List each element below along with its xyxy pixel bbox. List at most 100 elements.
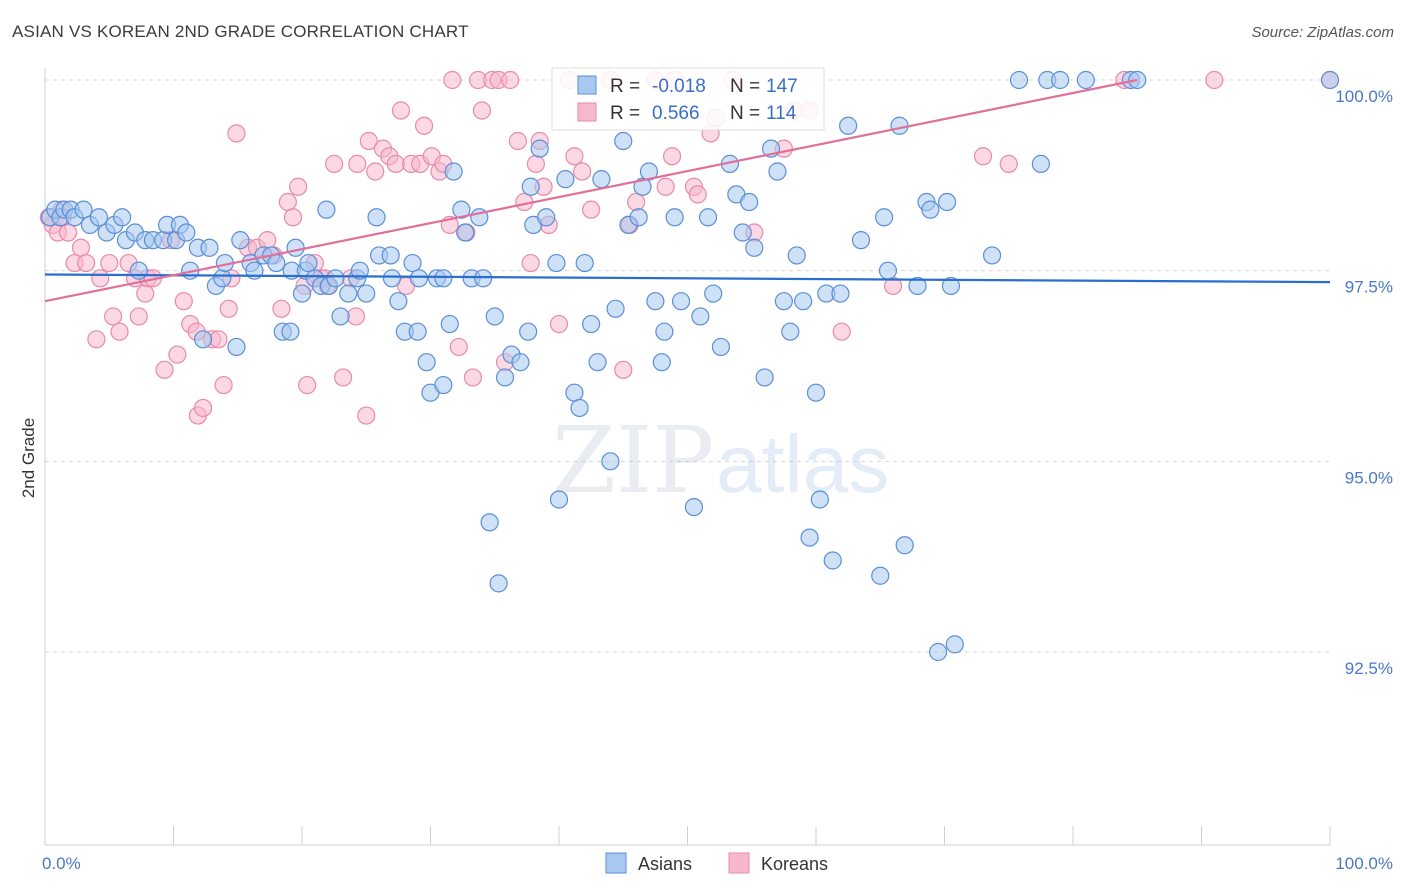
koreans-point-39 [283, 208, 303, 227]
bottom-legend-asians: Asians [638, 854, 692, 874]
koreans-point-57 [386, 154, 405, 173]
asians-point-42 [299, 253, 318, 273]
asians-point-88 [565, 383, 584, 402]
koreans-trend-line [44, 78, 1138, 303]
koreans-point-106 [832, 322, 851, 341]
asians-point-133 [878, 261, 898, 280]
asians-point-109 [704, 284, 723, 303]
asians-point-93 [592, 170, 611, 189]
asians-point-51 [350, 261, 369, 280]
asians-point-138 [921, 200, 940, 219]
asians-point-122 [794, 292, 813, 311]
koreans-point-19 [155, 360, 174, 379]
koreans-point-79 [521, 253, 540, 273]
asians-point-118 [768, 162, 787, 181]
koreans-point-6 [71, 238, 91, 257]
y-tick-label-2: 97.5% [1345, 278, 1393, 297]
asians-point-95 [606, 299, 625, 318]
asians-point-96 [614, 131, 633, 151]
legend-r-value-asians: -0.018 [652, 76, 706, 97]
stats-legend-box [551, 67, 825, 131]
y-tick-label-0: 92.5% [1345, 659, 1393, 678]
asians-point-35 [267, 253, 286, 273]
asians-point-143 [982, 246, 1002, 265]
asians-point-67 [440, 314, 459, 334]
koreans-point-76 [501, 70, 520, 90]
tick-labels: 92.5% 95.0% 97.5% 100.0% 0.0% 100.0% [42, 87, 1393, 873]
legend-r-label-asians: R = [610, 76, 640, 97]
asians-point-113 [733, 223, 752, 242]
legend-n-value-asians: 147 [766, 76, 798, 97]
koreans-point-77 [508, 131, 527, 151]
koreans-point-4 [59, 223, 78, 242]
asians-point-99 [633, 177, 652, 196]
asians-point-100 [639, 162, 659, 181]
asians-point-139 [928, 642, 948, 662]
koreans-point-95 [662, 147, 682, 166]
y-tick-label-3: 100.0% [1335, 87, 1393, 106]
stats-legend: R = -0.018 N = 147 R = 0.566 N = 114 [551, 67, 825, 131]
koreans-point-72 [472, 101, 491, 120]
koreans-point-30 [219, 299, 238, 318]
asians-point-146 [1051, 70, 1070, 90]
series-legend: Asians Koreans [605, 852, 828, 874]
koreans-point-92 [626, 192, 646, 212]
asians-point-25 [200, 238, 219, 257]
asians-point-134 [890, 116, 909, 135]
asians-point-87 [556, 170, 575, 189]
asians-point-123 [800, 528, 819, 547]
axes [44, 68, 1331, 846]
asians-point-108 [698, 208, 718, 227]
asians-point-91 [582, 314, 601, 334]
asians-point-125 [810, 490, 829, 509]
y-tick-label-1: 95.0% [1345, 468, 1393, 487]
legend-swatch-koreans [577, 102, 597, 122]
asians-point-106 [684, 497, 704, 517]
koreans-point-53 [359, 131, 378, 151]
koreans-point-98 [688, 185, 707, 204]
y-axis-label: 2nd Grade [19, 418, 38, 498]
asians-point-45 [317, 200, 336, 219]
koreans-point-68 [449, 337, 468, 357]
koreans-point-109 [999, 154, 1018, 173]
koreans-point-48 [334, 368, 353, 387]
asians-point-129 [839, 116, 858, 135]
asians-point-101 [646, 292, 665, 311]
asians-point-73 [474, 269, 493, 288]
asians-point-116 [755, 368, 774, 387]
koreans-point-32 [227, 124, 246, 143]
asians-point-52 [357, 284, 376, 303]
koreans-point-22 [174, 292, 193, 311]
koreans-point-21 [168, 345, 187, 364]
koreans-point-51 [348, 154, 367, 173]
asians-point-147 [1076, 70, 1095, 90]
asians-point-56 [382, 269, 402, 288]
asians-point-120 [781, 322, 800, 341]
koreans-point-38 [278, 192, 297, 212]
asians-trend-line [44, 273, 1331, 284]
asians-point-66 [434, 375, 453, 395]
koreans-point-15 [129, 307, 148, 326]
koreans-point-62 [414, 116, 434, 135]
asians-point-69 [452, 200, 471, 219]
asians-point-89 [570, 398, 589, 418]
koreans-point-9 [91, 269, 110, 288]
koreans-point-11 [104, 307, 123, 326]
koreans-point-12 [110, 322, 129, 341]
asians-point-105 [671, 292, 691, 311]
asians-point-103 [652, 353, 671, 372]
koreans-point-87 [573, 162, 592, 181]
asians-point-80 [519, 322, 538, 341]
asians-point-94 [601, 452, 620, 471]
asians-point-98 [629, 208, 648, 227]
asians-point-114 [740, 192, 759, 212]
asians-point-150 [1031, 154, 1050, 173]
asians-point-61 [409, 269, 429, 288]
koreans-point-16 [136, 284, 155, 303]
koreans-point-84 [549, 314, 569, 334]
koreans-point-108 [973, 147, 993, 166]
asians-point-29 [227, 337, 246, 357]
asians-point-55 [381, 246, 400, 265]
asians-point-151 [1320, 70, 1340, 90]
asians-point-136 [908, 276, 927, 296]
